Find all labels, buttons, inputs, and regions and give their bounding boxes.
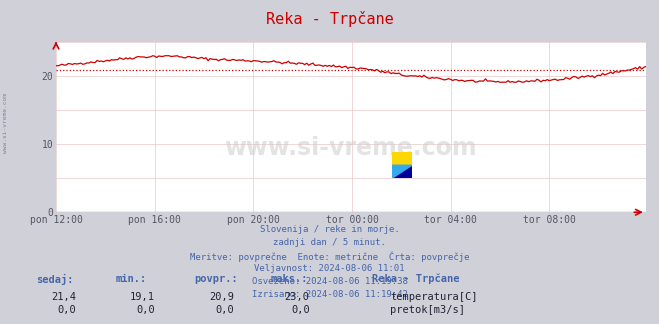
Text: maks.:: maks.: [270,274,308,284]
Text: min.:: min.: [115,274,146,284]
Text: sedaj:: sedaj: [36,274,74,285]
Text: 19,1: 19,1 [130,292,155,302]
Text: 0,0: 0,0 [136,305,155,315]
Text: povpr.:: povpr.: [194,274,238,284]
Text: temperatura[C]: temperatura[C] [390,292,478,302]
Text: 20,9: 20,9 [209,292,234,302]
Text: Osveženo: 2024-08-06 11:19:38: Osveženo: 2024-08-06 11:19:38 [252,277,407,286]
Text: Veljavnost: 2024-08-06 11:01: Veljavnost: 2024-08-06 11:01 [254,264,405,273]
Text: 0,0: 0,0 [57,305,76,315]
Text: pretok[m3/s]: pretok[m3/s] [390,305,465,315]
Text: Meritve: povprečne  Enote: metrične  Črta: povprečje: Meritve: povprečne Enote: metrične Črta:… [190,251,469,261]
Text: www.si-vreme.com: www.si-vreme.com [225,135,477,160]
Text: Reka - Trpčane: Reka - Trpčane [372,274,460,284]
Text: 0,0: 0,0 [215,305,234,315]
Polygon shape [392,165,412,178]
Text: 23,0: 23,0 [285,292,310,302]
Bar [392,152,412,165]
Text: Izrisano: 2024-08-06 11:19:42: Izrisano: 2024-08-06 11:19:42 [252,290,407,299]
Text: 0,0: 0,0 [291,305,310,315]
Text: Reka - Trpčane: Reka - Trpčane [266,11,393,27]
Text: zadnji dan / 5 minut.: zadnji dan / 5 minut. [273,238,386,247]
Polygon shape [392,165,412,178]
Text: Slovenija / reke in morje.: Slovenija / reke in morje. [260,225,399,234]
Text: www.si-vreme.com: www.si-vreme.com [3,93,8,153]
Text: 21,4: 21,4 [51,292,76,302]
